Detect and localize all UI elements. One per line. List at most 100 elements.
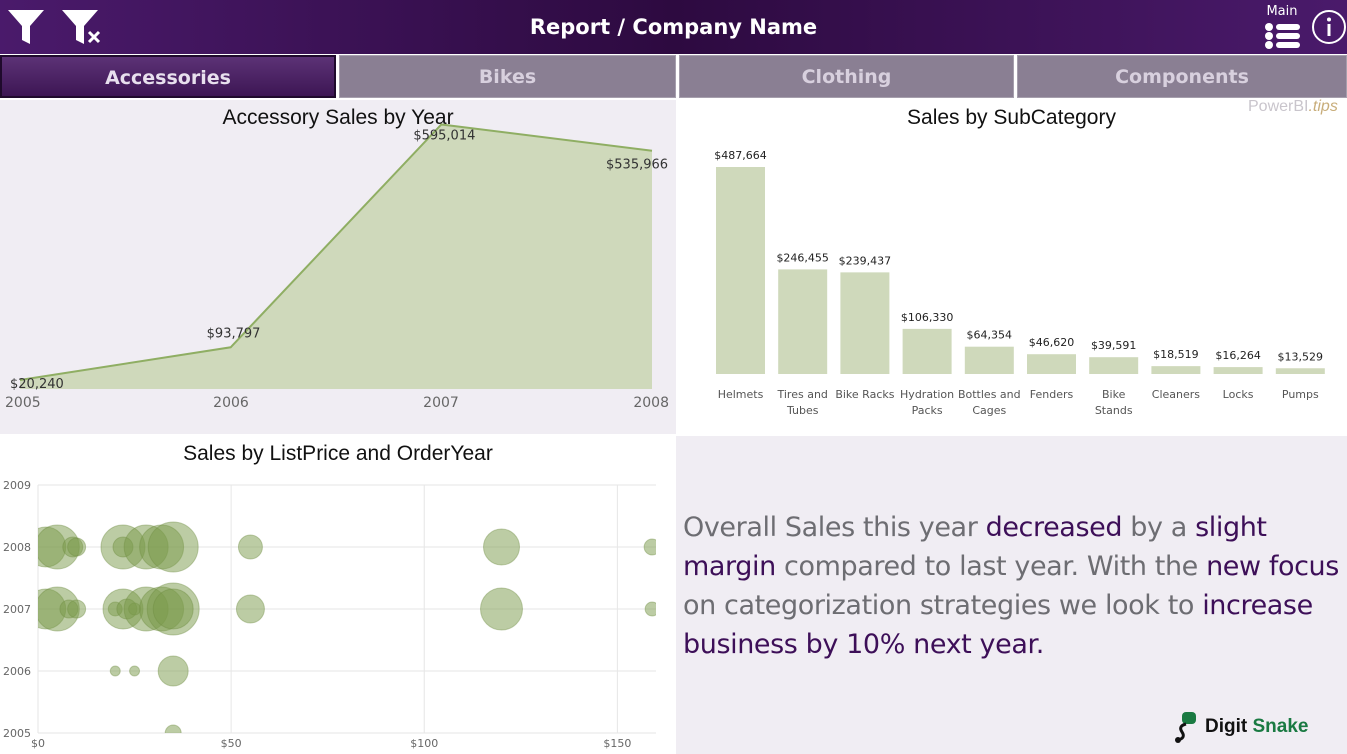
- narrative-segment: compared to last year. With the: [775, 551, 1207, 582]
- category-label: Packs: [912, 404, 943, 417]
- scatter-chart: 2005 2006 2007 2008 2009 $0 $50 $100 $150: [3, 479, 656, 750]
- category-label: Helmets: [718, 388, 764, 401]
- narrative-highlight: new focus: [1206, 551, 1339, 582]
- x-tick-label: 2007: [423, 395, 459, 411]
- subcategory-sales-panel: Sales by SubCategory $487,664 Helmets $246…: [676, 100, 1347, 434]
- data-label: $239,437: [839, 254, 892, 267]
- y-tick-label: 2006: [3, 665, 31, 678]
- bubble: [483, 528, 520, 566]
- bar: [840, 272, 890, 374]
- y-tick-label: 2008: [3, 541, 31, 554]
- brand-name: Digit Snake: [1205, 716, 1308, 738]
- data-label: $487,664: [714, 149, 767, 162]
- data-label: $18,519: [1153, 348, 1199, 361]
- bubble: [157, 655, 189, 687]
- data-label: $20,240: [10, 377, 64, 392]
- category-label: Bike: [1102, 388, 1126, 401]
- category-label: Tires and: [776, 388, 827, 401]
- x-tick-label: $0: [31, 737, 45, 750]
- data-label: $16,264: [1215, 349, 1261, 362]
- y-tick-label: 2005: [3, 727, 31, 740]
- bar: [902, 328, 952, 374]
- clear-filter-icon[interactable]: [60, 8, 104, 46]
- x-tick-label: $150: [603, 737, 631, 750]
- info-icon[interactable]: [1311, 9, 1347, 45]
- bubble: [237, 534, 263, 560]
- data-label: $13,529: [1278, 350, 1324, 363]
- x-tick-label: 2008: [633, 395, 669, 411]
- watermark-part2: .tips: [1308, 98, 1338, 115]
- data-label: $64,354: [967, 329, 1013, 342]
- main-label: Main: [1266, 4, 1298, 19]
- category-label: Fenders: [1030, 388, 1074, 401]
- data-label: $39,591: [1091, 339, 1137, 352]
- area-fill: [20, 124, 652, 389]
- area-line: [19, 123, 653, 381]
- narrative-segment: on categorization strategies we look to: [683, 590, 1203, 621]
- bar: [1089, 357, 1139, 374]
- chart-title: Sales by ListPrice and OrderYear: [183, 442, 493, 465]
- area-chart: $20,240 $93,797 $595,014 $535,966 2005 2006 20…: [5, 123, 669, 411]
- brand-name-part2: Snake: [1252, 716, 1309, 737]
- category-label: Bike Racks: [835, 388, 894, 401]
- bubble: [152, 588, 194, 630]
- watermark-part1: PowerBI: [1248, 98, 1309, 115]
- bar: [1027, 354, 1076, 374]
- category-label: Locks: [1223, 388, 1254, 401]
- bar: [1151, 366, 1201, 374]
- category-label: Bottles and: [958, 388, 1021, 401]
- listprice-scatter-panel: Sales by ListPrice and OrderYear 2005 200…: [0, 436, 676, 754]
- category-label: Hydration: [900, 388, 954, 401]
- narrative-panel: [676, 436, 1347, 754]
- chart-title: Sales by SubCategory: [907, 106, 1116, 129]
- narrative-segment: Overall Sales this year: [683, 512, 986, 543]
- narrative-highlight: slight margin: [683, 512, 1267, 582]
- bubbles: [38, 521, 656, 733]
- bar: [778, 269, 828, 374]
- tab-clothing[interactable]: Clothing: [679, 55, 1014, 98]
- bar: [1275, 368, 1325, 374]
- bubble: [147, 521, 199, 573]
- data-label: $535,966: [606, 158, 668, 173]
- data-label: $106,330: [901, 311, 954, 324]
- brand-logo: Digit Snake: [1168, 710, 1318, 744]
- tab-accessories[interactable]: Accessories: [0, 55, 336, 98]
- tab-components[interactable]: Components: [1017, 55, 1347, 98]
- x-tick-label: 2005: [5, 395, 41, 411]
- y-tick-label: 2009: [3, 479, 31, 492]
- narrative-segment: by a: [1122, 512, 1196, 543]
- chart-title: Accessory Sales by Year: [222, 106, 454, 129]
- top-bar: Report / Company Name Main: [0, 0, 1347, 54]
- bubble: [235, 594, 265, 624]
- category-label: Stands: [1095, 404, 1133, 417]
- snake-logo-icon: [1175, 712, 1196, 743]
- x-tick-label: 2006: [213, 395, 249, 411]
- narrative-text: Overall Sales this year decreased by a s…: [683, 508, 1347, 664]
- category-label: Pumps: [1282, 388, 1319, 401]
- category-label: Tubes: [786, 404, 819, 417]
- bar-chart: $487,664 Helmets $246,455 Tires and Tubes $23…: [714, 149, 1325, 417]
- bubble: [129, 665, 141, 677]
- category-tabs: Accessories Bikes Clothing Components: [0, 54, 1347, 100]
- tab-bikes[interactable]: Bikes: [339, 55, 676, 98]
- bubble: [164, 724, 182, 733]
- x-tick-label: $50: [221, 737, 242, 750]
- narrative-highlight: increase business by 10% next year.: [683, 590, 1313, 660]
- bubble: [67, 537, 87, 557]
- data-label: $595,014: [413, 128, 475, 143]
- y-tick-label: 2007: [3, 603, 31, 616]
- data-label: $46,620: [1029, 336, 1075, 349]
- x-tick-label: $100: [410, 737, 438, 750]
- accessory-sales-panel: Accessory Sales by Year $20,240 $93,797 $5…: [0, 100, 676, 434]
- bubble: [643, 538, 656, 556]
- menu-list-icon[interactable]: [1264, 22, 1302, 50]
- narrative-highlight: decreased: [985, 512, 1123, 543]
- category-label: Cages: [972, 404, 1006, 417]
- bar: [964, 346, 1014, 374]
- data-label: $93,797: [207, 326, 261, 341]
- category-label: Cleaners: [1152, 388, 1201, 401]
- bar: [716, 167, 765, 374]
- bubble: [67, 599, 87, 619]
- bubble: [480, 587, 523, 631]
- filter-icon[interactable]: [6, 8, 46, 46]
